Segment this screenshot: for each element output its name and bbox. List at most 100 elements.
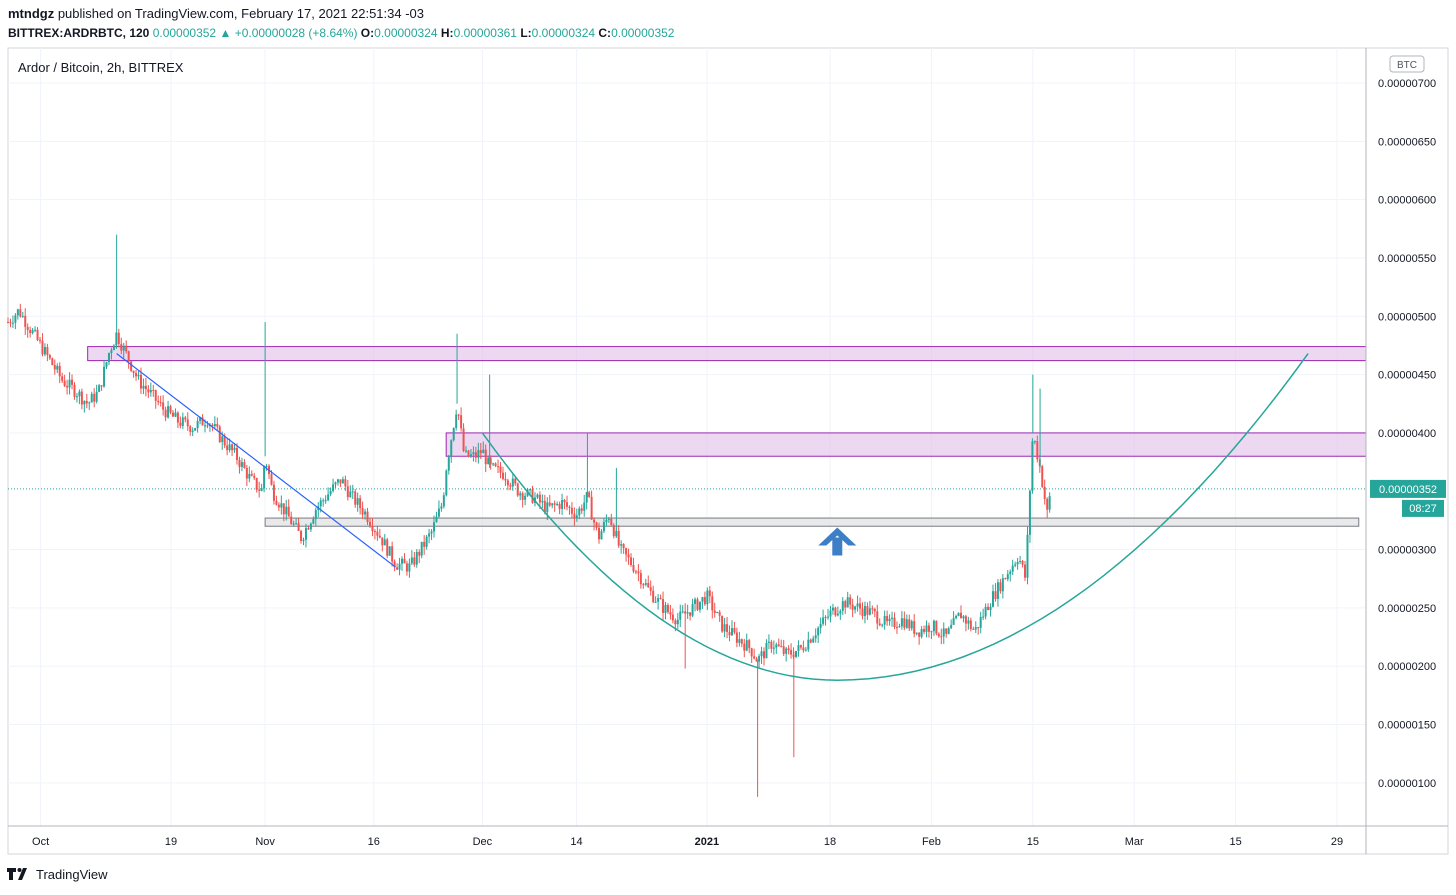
candle-body xyxy=(482,449,485,454)
publish-info: mtndgz published on TradingView.com, Feb… xyxy=(8,6,424,21)
candle-body xyxy=(1011,565,1014,572)
resistance-zone-middle[interactable] xyxy=(445,432,1367,457)
candle-body xyxy=(324,500,327,502)
candle-body xyxy=(58,365,61,377)
candle-body xyxy=(373,531,376,533)
candle-body xyxy=(883,615,886,625)
candle-body xyxy=(679,611,682,620)
price-axis[interactable]: 0.00000700 0.00000650 0.00000600 0.00000550… xyxy=(1370,78,1446,790)
candle-body xyxy=(992,591,995,607)
candle-body xyxy=(442,495,445,507)
candle-body xyxy=(799,645,802,648)
zone-overlays[interactable] xyxy=(87,346,1367,527)
candle-body xyxy=(529,489,532,491)
candle-body xyxy=(258,489,261,491)
footer-brand[interactable]: TradingView xyxy=(36,866,108,882)
candle-body xyxy=(201,417,204,426)
support-zone[interactable] xyxy=(264,517,1360,527)
candle-body xyxy=(297,523,300,531)
time-axis[interactable]: Oct 19 Nov 16 Dec 14 2021 18 Feb 15 Mar 15 29 xyxy=(32,836,1343,848)
candle-body xyxy=(253,475,256,479)
candle-body xyxy=(881,624,884,626)
candle-body xyxy=(814,635,817,639)
candle-body xyxy=(622,544,625,549)
candle-body xyxy=(474,452,477,458)
candle-body xyxy=(733,628,736,633)
candle-body xyxy=(90,393,93,403)
candle-body xyxy=(11,322,14,324)
price-tick-label: 0.00000650 xyxy=(1378,136,1436,148)
candle-body xyxy=(519,493,522,496)
candle-body xyxy=(964,616,967,624)
candle-body xyxy=(854,606,857,610)
candle-body xyxy=(371,525,374,532)
candle-body xyxy=(657,598,660,602)
candle-body xyxy=(580,508,583,511)
candle-body xyxy=(565,502,568,507)
candle-body xyxy=(405,563,408,572)
candle-body xyxy=(637,571,640,574)
candle-body xyxy=(467,450,470,457)
candle-body xyxy=(578,508,581,516)
candle-body xyxy=(194,428,197,431)
footer: TradingView xyxy=(6,866,108,882)
candle-body xyxy=(573,513,576,519)
candle-body xyxy=(401,558,404,564)
downtrend-line[interactable] xyxy=(116,353,396,568)
candle-body xyxy=(127,351,130,362)
candle-body xyxy=(100,385,103,387)
candle-body xyxy=(942,628,945,637)
candle-body xyxy=(206,425,209,427)
candle-body xyxy=(620,544,623,546)
up-arrow-icon[interactable] xyxy=(818,527,857,556)
resistance-zone-upper[interactable] xyxy=(87,346,1367,362)
candle-body xyxy=(472,452,475,455)
candle-body xyxy=(506,480,509,486)
cup-curve[interactable] xyxy=(481,353,1309,681)
candle-body xyxy=(240,462,243,467)
candle-body xyxy=(945,628,948,634)
candle-body xyxy=(610,518,613,525)
candle-body xyxy=(910,621,913,629)
candle-body xyxy=(356,498,359,505)
time-tick-label: 18 xyxy=(824,836,836,848)
candle-body xyxy=(1001,578,1004,592)
candle-body xyxy=(378,535,381,538)
candle-body xyxy=(26,327,29,330)
price-chart[interactable]: 0.00000700 0.00000650 0.00000600 0.00000550… xyxy=(0,44,1456,859)
candle-body xyxy=(701,597,704,602)
candle-body xyxy=(142,385,145,389)
candle-body xyxy=(270,474,273,485)
candle-body xyxy=(1004,578,1007,580)
candle-body xyxy=(940,636,943,638)
candle-body xyxy=(117,332,120,344)
candle-body xyxy=(972,629,975,631)
candle-body xyxy=(105,362,108,367)
candle-body xyxy=(723,624,726,632)
candle-body xyxy=(703,597,706,605)
candle-body xyxy=(654,601,657,603)
candle-body xyxy=(504,478,507,481)
candle-body xyxy=(93,393,96,402)
candle-body xyxy=(450,440,453,458)
price-tick-label: 0.00000100 xyxy=(1378,778,1436,790)
candle-body xyxy=(984,606,987,617)
candle-body xyxy=(1048,496,1051,510)
candle-body xyxy=(115,332,118,346)
candle-body xyxy=(186,419,189,427)
candle-body xyxy=(684,611,687,614)
candle-body xyxy=(782,646,785,654)
drawing-overlays[interactable] xyxy=(8,353,1366,681)
candle-body xyxy=(593,519,596,523)
author-name[interactable]: mtndgz xyxy=(8,6,55,21)
candle-body xyxy=(410,557,413,564)
candle-body xyxy=(245,468,248,479)
candle-body xyxy=(501,472,504,479)
candle-body xyxy=(996,582,999,599)
candle-body xyxy=(16,309,19,316)
last-price-badge xyxy=(1370,479,1446,498)
candle-body xyxy=(329,490,332,495)
candle-body xyxy=(780,645,783,647)
candle-body xyxy=(211,424,214,427)
candle-body xyxy=(263,466,266,489)
